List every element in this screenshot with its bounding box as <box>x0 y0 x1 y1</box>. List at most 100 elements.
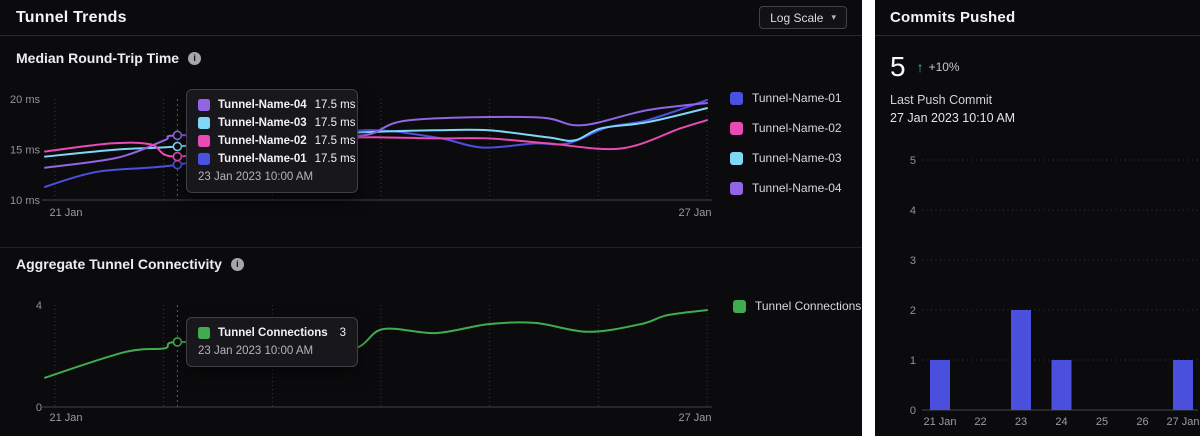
arrow-up-icon: ↑ <box>916 59 924 75</box>
info-icon[interactable]: i <box>188 51 202 65</box>
y-axis-tick: 4 <box>36 300 42 312</box>
legend-label: Tunnel-Name-03 <box>752 151 842 165</box>
tooltip-series-name: Tunnel Connections <box>218 327 328 339</box>
x-axis-tick: 27 Jan <box>678 412 711 424</box>
log-scale-label: Log Scale <box>770 10 824 25</box>
tooltip-row: Tunnel-Name-02 17.5 ms <box>198 135 356 147</box>
hover-marker <box>172 159 183 170</box>
x-axis-tick: 21 Jan <box>49 412 82 424</box>
y-axis-tick: 4 <box>910 205 916 217</box>
commit-bar-21 Jan[interactable] <box>930 360 950 410</box>
y-axis-tick: 5 <box>910 155 916 167</box>
tooltip-row: Tunnel-Name-03 17.5 ms <box>198 117 356 129</box>
card-title: Commits Pushed <box>890 9 1016 26</box>
legend-swatch <box>730 151 743 165</box>
x-axis-tick: 26 <box>1136 416 1148 428</box>
legend-item-Tunnel Connections[interactable]: Tunnel Connections <box>733 299 861 313</box>
legend-item-Tunnel-Name-04[interactable]: Tunnel-Name-04 <box>730 181 842 195</box>
x-axis-tick: 23 <box>1015 416 1027 428</box>
x-axis-tick: 24 <box>1055 416 1067 428</box>
tooltip-timestamp: 23 Jan 2023 10:00 AM <box>198 171 314 183</box>
last-push-timestamp: 27 Jan 2023 10:10 AM <box>890 111 1016 125</box>
commits-pushed-card: Commits Pushed 5 ↑ +10% Last Push Commit… <box>875 0 1200 436</box>
tooltip-series-value: 17.5 ms <box>314 117 356 129</box>
hover-marker <box>172 151 183 162</box>
commits-delta: +10% <box>928 60 960 74</box>
tunnel-trends-charts-canvas[interactable]: 20 ms 15 ms 10 ms 21 Jan 27 Jan 4 0 21 Jan 27 Ja… <box>0 0 862 436</box>
y-axis-tick: 0 <box>910 405 916 417</box>
tooltip-series-value: 17.5 ms <box>314 99 356 111</box>
log-scale-dropdown[interactable]: Log Scale ▾ <box>759 6 847 29</box>
commit-bar-23[interactable] <box>1011 310 1031 410</box>
series-line-Tunnel-Name-02[interactable] <box>44 119 708 158</box>
legend-swatch <box>730 121 743 135</box>
legend-swatch <box>733 299 746 313</box>
tooltip-row: Tunnel-Name-04 17.5 ms <box>198 99 356 111</box>
hover-marker <box>172 130 183 141</box>
page-title: Tunnel Trends <box>16 8 127 26</box>
y-axis-tick: 15 ms <box>10 145 40 157</box>
section-title-text: Aggregate Tunnel Connectivity <box>16 256 222 272</box>
tooltip-timestamp: 23 Jan 2023 10:00 AM <box>198 345 314 357</box>
tooltip-series-name: Tunnel-Name-02 <box>218 135 307 147</box>
rtt-chart-tooltip: Tunnel-Name-04 17.5 ms Tunnel-Name-03 17.5 … <box>186 89 358 193</box>
legend-item-Tunnel-Name-01[interactable]: Tunnel-Name-01 <box>730 91 842 105</box>
x-axis-tick: 25 <box>1096 416 1108 428</box>
legend-label: Tunnel Connections <box>755 299 862 313</box>
connectivity-chart-tooltip: Tunnel Connections 3 23 Jan 2023 10:00 AM <box>186 317 358 367</box>
tooltip-series-value: 3 <box>339 327 346 339</box>
y-axis-tick: 0 <box>36 402 42 414</box>
legend-label: Tunnel-Name-04 <box>752 181 842 195</box>
legend-label: Tunnel-Name-01 <box>752 91 842 105</box>
series-swatch <box>198 327 210 339</box>
x-axis-tick: 27 Jan <box>1166 416 1199 428</box>
tooltip-row: Tunnel-Name-01 17.5 ms <box>198 153 356 165</box>
connectivity-chart-legend: Tunnel Connections <box>733 299 861 329</box>
series-line-Tunnel-Name-03[interactable] <box>44 107 708 158</box>
y-axis-tick: 2 <box>910 305 916 317</box>
hover-marker <box>172 141 183 152</box>
rtt-chart-legend: Tunnel-Name-01 Tunnel-Name-02 Tunnel-Name-… <box>730 91 842 211</box>
info-icon[interactable]: i <box>230 257 244 271</box>
chevron-down-icon: ▾ <box>831 12 836 22</box>
x-axis-tick: 27 Jan <box>678 207 711 219</box>
legend-item-Tunnel-Name-03[interactable]: Tunnel-Name-03 <box>730 151 842 165</box>
tooltip-series-name: Tunnel-Name-01 <box>218 153 307 165</box>
section-title-aggregate-connectivity: Aggregate Tunnel Connectivity i <box>16 256 244 272</box>
commits-metric: 5 ↑ +10% <box>890 52 960 82</box>
series-swatch <box>198 153 210 165</box>
y-axis-tick: 10 ms <box>10 195 40 207</box>
section-title-median-rtt: Median Round-Trip Time i <box>16 50 202 66</box>
x-axis-tick: 21 Jan <box>49 207 82 219</box>
y-axis-tick: 20 ms <box>10 94 40 106</box>
series-swatch <box>198 99 210 111</box>
commits-pushed-header: Commits Pushed <box>875 0 1200 36</box>
tooltip-series-name: Tunnel-Name-03 <box>218 117 307 129</box>
section-divider <box>0 247 862 248</box>
section-title-text: Median Round-Trip Time <box>16 50 180 66</box>
tooltip-row: Tunnel Connections 3 <box>198 327 346 339</box>
series-line-Tunnel-Name-04[interactable] <box>44 102 708 169</box>
commit-bar-27 Jan[interactable] <box>1173 360 1193 410</box>
series-swatch <box>198 135 210 147</box>
legend-swatch <box>730 181 743 195</box>
tooltip-series-value: 17.5 ms <box>314 153 356 165</box>
x-axis-tick: 21 Jan <box>923 416 956 428</box>
y-axis-tick: 3 <box>910 255 916 267</box>
series-swatch <box>198 117 210 129</box>
tooltip-series-name: Tunnel-Name-04 <box>218 99 307 111</box>
legend-swatch <box>730 91 743 105</box>
hover-marker <box>172 337 183 347</box>
series-line-Tunnel Connections[interactable] <box>44 309 708 379</box>
y-axis-tick: 1 <box>910 355 916 367</box>
tooltip-series-value: 17.5 ms <box>314 135 356 147</box>
legend-item-Tunnel-Name-02[interactable]: Tunnel-Name-02 <box>730 121 842 135</box>
last-push-label: Last Push Commit <box>890 93 993 107</box>
tunnel-trends-header: Tunnel Trends Log Scale ▾ <box>0 0 862 36</box>
x-axis-tick: 22 <box>974 416 986 428</box>
legend-label: Tunnel-Name-02 <box>752 121 842 135</box>
commit-bar-24[interactable] <box>1051 360 1072 410</box>
commits-count: 5 <box>890 51 906 82</box>
tunnel-trends-card: Tunnel Trends Log Scale ▾ Median Round-T… <box>0 0 862 436</box>
